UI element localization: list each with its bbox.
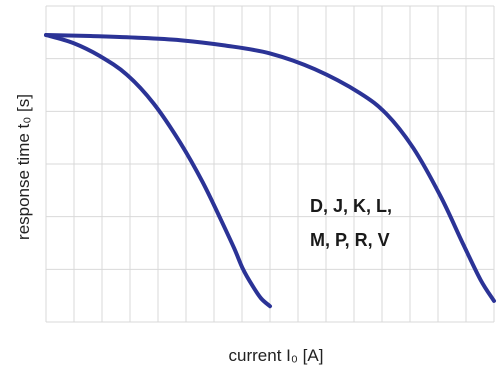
curve-annotation-line-2: M, P, R, V: [310, 230, 390, 250]
series-line-2: [44, 33, 496, 303]
series-line-1: [44, 33, 272, 309]
curve-annotation-line-1: D, J, K, L,: [310, 196, 392, 216]
y-axis-label: response time t₀ [s]: [14, 94, 33, 240]
chart-annotations: D, J, K, L, M, P, R, V: [310, 196, 392, 250]
chart-grid: [45, 5, 495, 323]
chart-curves: [44, 33, 496, 309]
x-axis-label: current I₀ [A]: [229, 346, 324, 365]
